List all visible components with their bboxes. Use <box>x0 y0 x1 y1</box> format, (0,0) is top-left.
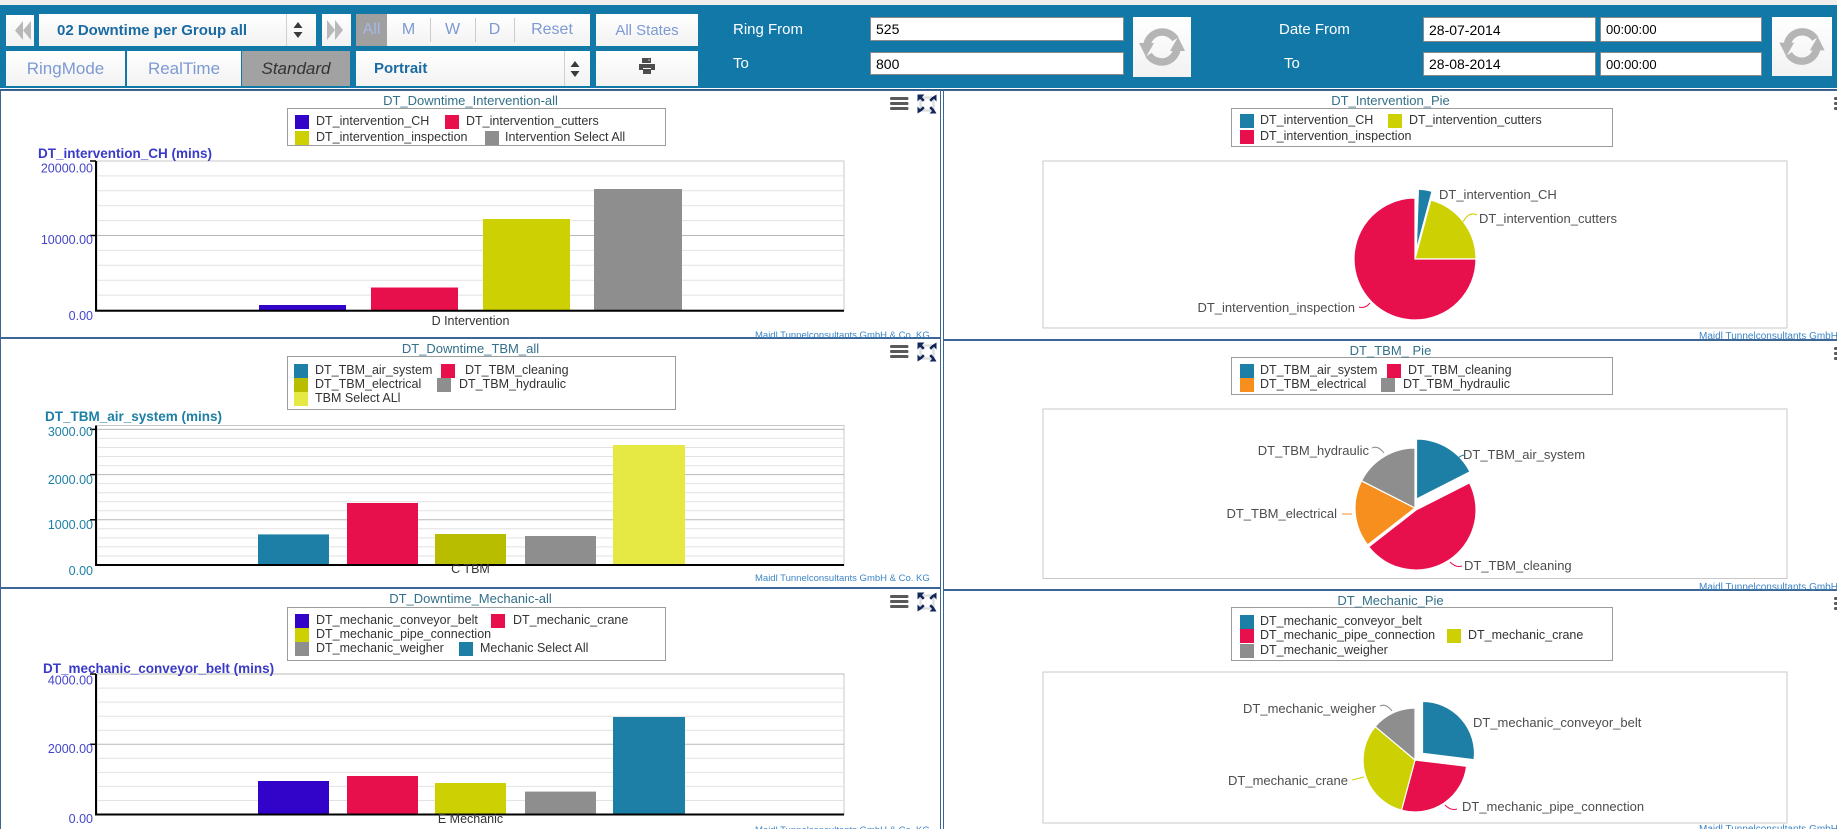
svg-text:2000.00: 2000.00 <box>48 742 93 756</box>
svg-text:3000.00: 3000.00 <box>48 425 93 439</box>
svg-text:20000.00: 20000.00 <box>41 162 93 176</box>
svg-text:4000.00: 4000.00 <box>48 674 93 688</box>
svg-text:0.00: 0.00 <box>69 812 93 826</box>
svg-text:10000.00: 10000.00 <box>41 233 93 247</box>
svg-text:1000.00: 1000.00 <box>48 518 93 532</box>
svg-text:0.00: 0.00 <box>69 564 93 578</box>
svg-text:0.00: 0.00 <box>69 309 93 323</box>
svg-text:2000.00: 2000.00 <box>48 473 93 487</box>
